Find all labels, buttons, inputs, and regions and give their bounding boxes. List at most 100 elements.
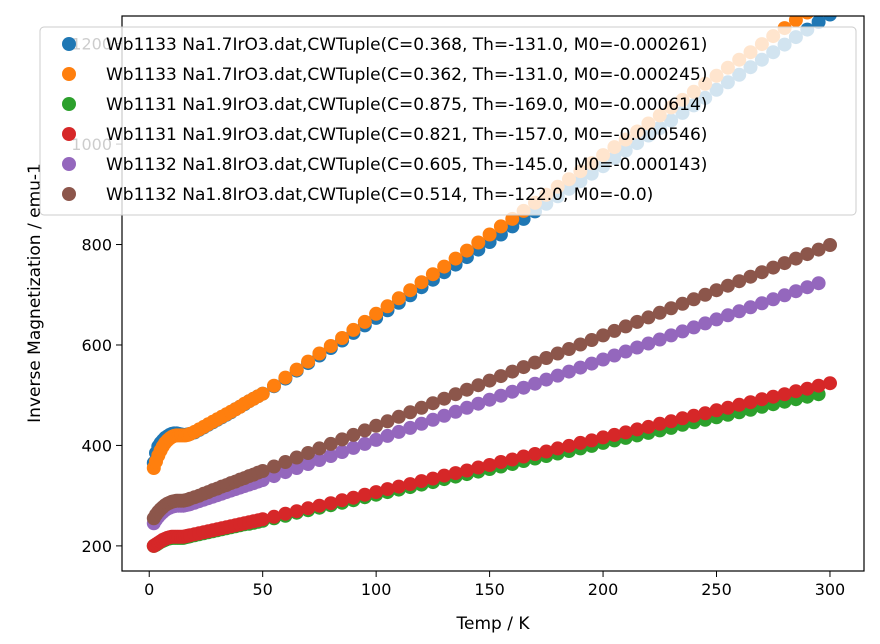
legend-marker: [62, 67, 76, 81]
legend: Wb1133 Na1.7IrO3.dat,CWTuple(C=0.368, Th…: [39, 26, 857, 216]
legend-entry: Wb1132 Na1.8IrO3.dat,CWTuple(C=0.605, Th…: [106, 155, 707, 175]
data-point: [709, 312, 724, 327]
data-point: [312, 498, 327, 513]
data-point: [743, 300, 758, 315]
data-point: [425, 412, 440, 427]
data-point: [289, 362, 304, 377]
data-point: [391, 424, 406, 439]
data-point: [777, 387, 792, 402]
data-point: [323, 496, 338, 511]
data-point: [459, 382, 474, 397]
data-point: [437, 391, 452, 406]
data-point: [698, 287, 713, 302]
data-point: [278, 506, 293, 521]
data-point: [482, 392, 497, 407]
data-point: [596, 328, 611, 343]
data-point: [550, 441, 565, 456]
data-point: [709, 283, 724, 298]
data-point: [505, 452, 520, 467]
data-point: [301, 354, 316, 369]
data-point: [675, 296, 690, 311]
data-point: [664, 414, 679, 429]
data-point: [335, 331, 350, 345]
data-point: [732, 397, 747, 412]
data-point: [664, 328, 679, 343]
data-point: [709, 403, 724, 418]
data-point: [380, 414, 395, 429]
data-point: [652, 416, 667, 431]
data-point: [652, 332, 667, 347]
x-axis: 0 50 100 150 200 250 300: [144, 571, 845, 599]
data-point: [267, 459, 281, 474]
series-5: [146, 238, 837, 526]
data-point: [811, 276, 826, 291]
data-point: [414, 416, 429, 431]
data-point: [437, 468, 452, 483]
data-point: [732, 274, 747, 289]
legend-marker: [62, 187, 76, 201]
data-point: [289, 461, 304, 475]
data-point: [732, 304, 747, 319]
data-point: [641, 419, 656, 434]
data-point: [448, 404, 463, 419]
data-point: [482, 373, 497, 388]
legend-entry: Wb1132 Na1.8IrO3.dat,CWTuple(C=0.514, Th…: [106, 185, 653, 205]
x-tick-label: 0: [144, 580, 154, 599]
data-point: [289, 450, 304, 465]
data-point: [505, 364, 520, 379]
data-point: [788, 284, 803, 299]
data-point: [267, 469, 281, 484]
y-tick-label: 800: [81, 236, 112, 255]
data-point: [357, 487, 372, 502]
data-point: [811, 242, 826, 257]
data-point: [369, 432, 384, 447]
data-point: [800, 247, 815, 262]
data-point: [720, 278, 735, 293]
data-point: [346, 490, 361, 505]
data-point: [312, 453, 327, 467]
x-tick-label: 250: [701, 580, 732, 599]
data-point: [267, 509, 281, 524]
data-point: [664, 301, 679, 316]
data-point: [562, 438, 576, 453]
data-point: [301, 457, 316, 471]
data-point: [686, 320, 701, 335]
data-point: [754, 265, 769, 280]
data-point: [630, 422, 645, 437]
data-point: [528, 355, 542, 370]
legend-entry: Wb1133 Na1.7IrO3.dat,CWTuple(C=0.362, Th…: [106, 65, 707, 85]
data-point: [630, 340, 645, 355]
legend-marker: [62, 37, 76, 51]
data-point: [607, 427, 622, 442]
data-point: [403, 405, 418, 420]
data-point: [493, 388, 508, 403]
data-point: [471, 460, 486, 475]
data-point: [573, 360, 588, 375]
data-point: [641, 310, 656, 325]
data-point: [641, 336, 656, 351]
data-point: [278, 370, 293, 385]
data-point: [380, 428, 395, 443]
data-point: [801, 16, 814, 20]
data-point: [459, 243, 474, 258]
data-point: [754, 296, 769, 311]
data-point: [550, 346, 565, 361]
data-point: [335, 445, 350, 459]
data-point: [312, 441, 327, 456]
y-axis-label: Inverse Magnetization / emu-1: [25, 163, 45, 423]
data-point: [335, 432, 350, 447]
data-point: [323, 339, 338, 353]
data-point: [823, 16, 837, 22]
data-point: [618, 425, 633, 440]
data-point: [584, 356, 599, 371]
data-point: [369, 418, 384, 433]
data-point: [573, 337, 588, 352]
data-point: [562, 364, 576, 379]
legend-entry: Wb1131 Na1.9IrO3.dat,CWTuple(C=0.821, Th…: [106, 125, 707, 145]
data-point: [425, 471, 440, 486]
data-point: [823, 238, 837, 252]
data-point: [528, 376, 542, 391]
x-axis-label: Temp / K: [456, 614, 531, 634]
data-point: [618, 344, 633, 359]
legend-entry: Wb1133 Na1.7IrO3.dat,CWTuple(C=0.368, Th…: [106, 35, 707, 55]
